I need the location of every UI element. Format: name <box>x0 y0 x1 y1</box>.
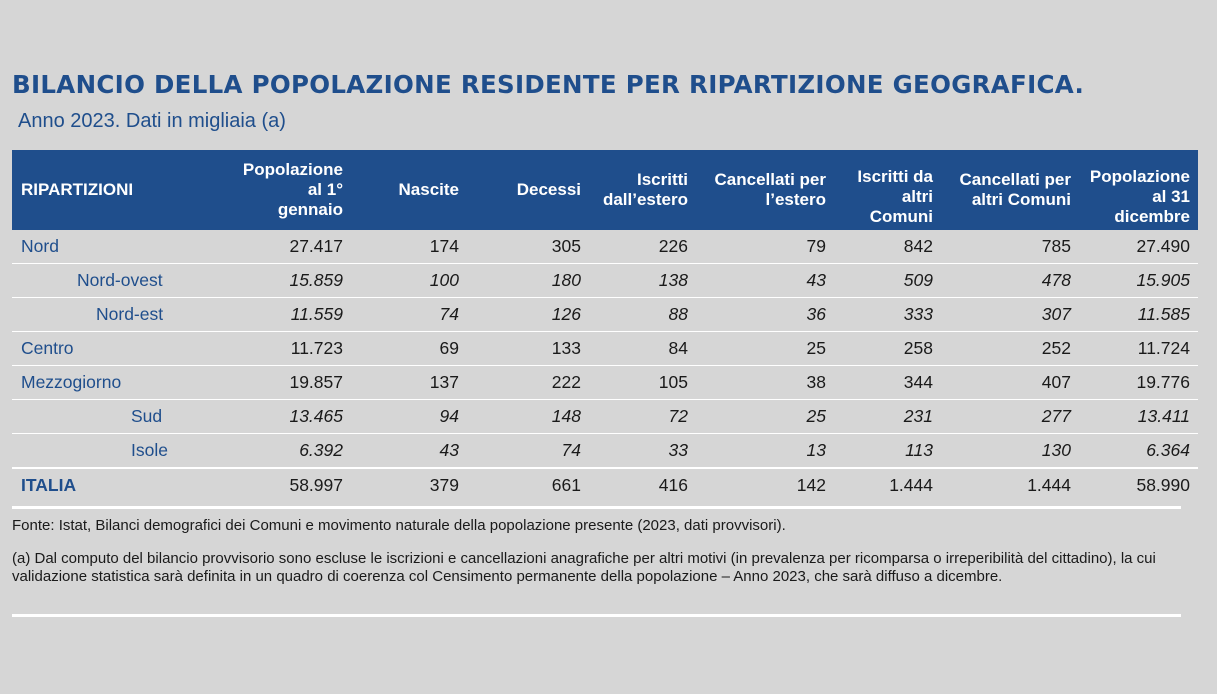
table-cell: 222 <box>467 365 589 400</box>
table-cell: 27.490 <box>1079 230 1198 264</box>
header-ripartizioni: RIPARTIZIONI <box>12 150 226 230</box>
table-cell: 11.559 <box>226 297 351 332</box>
table-cell: 478 <box>941 263 1079 298</box>
table-cell: 305 <box>467 230 589 264</box>
table-cell: 25 <box>696 399 834 434</box>
table-title: BILANCIO DELLA POPOLAZIONE RESIDENTE PER… <box>12 70 1085 99</box>
table-cell: 231 <box>834 399 941 434</box>
table-cell: 36 <box>696 297 834 332</box>
table-cell: 88 <box>589 297 696 332</box>
table-cell: 416 <box>589 467 696 502</box>
table-cell: 407 <box>941 365 1079 400</box>
table-row: Nord-est 11.559 74 126 88 36 333 307 11.585 <box>12 297 1198 332</box>
table-row: Mezzogiorno 19.857 137 222 105 38 344 407 19.776 <box>12 365 1198 400</box>
table-cell: 126 <box>467 297 589 332</box>
header-decessi: Decessi <box>467 150 589 230</box>
table-cell: 148 <box>467 399 589 434</box>
table-row: Centro 11.723 69 133 84 25 258 252 11.724 <box>12 331 1198 366</box>
row-label: Isole <box>12 433 226 469</box>
divider-top <box>12 506 1181 509</box>
header-row: RIPARTIZIONI Popolazione al 1° gennaio Nas… <box>12 150 1198 230</box>
table-cell: 74 <box>467 433 589 469</box>
table-cell: 33 <box>589 433 696 469</box>
table-cell: 174 <box>351 230 467 264</box>
table-cell: 180 <box>467 263 589 298</box>
table-cell: 38 <box>696 365 834 400</box>
table-cell: 785 <box>941 230 1079 264</box>
table-cell: 277 <box>941 399 1079 434</box>
table-cell: 25 <box>696 331 834 366</box>
table-cell: 13 <box>696 433 834 469</box>
table-cell: 142 <box>696 467 834 502</box>
table-cell: 13.465 <box>226 399 351 434</box>
table-cell: 43 <box>351 433 467 469</box>
table-cell: 1.444 <box>834 467 941 502</box>
table-cell: 19.776 <box>1079 365 1198 400</box>
row-label: Nord <box>12 230 226 264</box>
row-label: Mezzogiorno <box>12 365 226 400</box>
table-cell: 105 <box>589 365 696 400</box>
table-cell: 509 <box>834 263 941 298</box>
table-cell: 43 <box>696 263 834 298</box>
row-label: Sud <box>12 399 226 434</box>
table-cell: 27.417 <box>226 230 351 264</box>
row-label: Centro <box>12 331 226 366</box>
header-popolazione-inizio: Popolazione al 1° gennaio <box>226 150 351 230</box>
source-note: Fonte: Istat, Bilanci demografici dei Co… <box>12 517 786 534</box>
row-label: ITALIA <box>12 467 226 502</box>
table-cell: 84 <box>589 331 696 366</box>
table-cell: 72 <box>589 399 696 434</box>
row-label: Nord-est <box>12 297 226 332</box>
table-cell: 1.444 <box>941 467 1079 502</box>
header-nascite: Nascite <box>351 150 467 230</box>
header-iscritti-estero: Iscritti dall’estero <box>589 150 696 230</box>
table-cell: 13.411 <box>1079 399 1198 434</box>
table-cell: 130 <box>941 433 1079 469</box>
divider-bottom <box>12 614 1181 617</box>
table-row: Nord-ovest 15.859 100 180 138 43 509 478 15.905 <box>12 263 1198 298</box>
table-cell: 661 <box>467 467 589 502</box>
table-cell: 226 <box>589 230 696 264</box>
table-cell: 11.585 <box>1079 297 1198 332</box>
header-cancellati-comuni: Cancellati per altri Comuni <box>941 150 1079 230</box>
table-cell: 6.364 <box>1079 433 1198 469</box>
table-cell: 58.997 <box>226 467 351 502</box>
table-cell: 379 <box>351 467 467 502</box>
table-cell: 252 <box>941 331 1079 366</box>
table-cell: 6.392 <box>226 433 351 469</box>
table-cell: 79 <box>696 230 834 264</box>
table-cell: 58.990 <box>1079 467 1198 502</box>
table-cell: 258 <box>834 331 941 366</box>
table-cell: 138 <box>589 263 696 298</box>
table-cell: 137 <box>351 365 467 400</box>
table-cell: 94 <box>351 399 467 434</box>
header-iscritti-comuni: Iscritti da altri Comuni <box>834 150 941 230</box>
table-row: Sud 13.465 94 148 72 25 231 277 13.411 <box>12 399 1198 434</box>
table-cell: 100 <box>351 263 467 298</box>
table-cell: 15.905 <box>1079 263 1198 298</box>
footnote: (a) Dal computo del bilancio provvisorio… <box>12 550 1156 585</box>
table-cell: 113 <box>834 433 941 469</box>
header-cancellati-estero: Cancellati per l’estero <box>696 150 834 230</box>
population-balance-table: RIPARTIZIONI Popolazione al 1° gennaio Nas… <box>12 150 1198 502</box>
table-cell: 842 <box>834 230 941 264</box>
table-cell: 15.859 <box>226 263 351 298</box>
table-cell: 344 <box>834 365 941 400</box>
table-cell: 307 <box>941 297 1079 332</box>
table-subtitle: Anno 2023. Dati in migliaia (a) <box>18 110 286 132</box>
table-cell: 333 <box>834 297 941 332</box>
table-cell: 133 <box>467 331 589 366</box>
row-label: Nord-ovest <box>12 263 226 298</box>
table-cell: 11.724 <box>1079 331 1198 366</box>
table-row: ITALIA 58.997 379 661 416 142 1.444 1.444 58.990 <box>12 467 1198 502</box>
header-popolazione-fine: Popolazione al 31 dicembre <box>1079 150 1198 230</box>
table-row: Isole 6.392 43 74 33 13 113 130 6.364 <box>12 433 1198 469</box>
table-cell: 74 <box>351 297 467 332</box>
table-cell: 19.857 <box>226 365 351 400</box>
table-cell: 69 <box>351 331 467 366</box>
table-cell: 11.723 <box>226 331 351 366</box>
table-row: Nord 27.417 174 305 226 79 842 785 27.490 <box>12 230 1198 264</box>
